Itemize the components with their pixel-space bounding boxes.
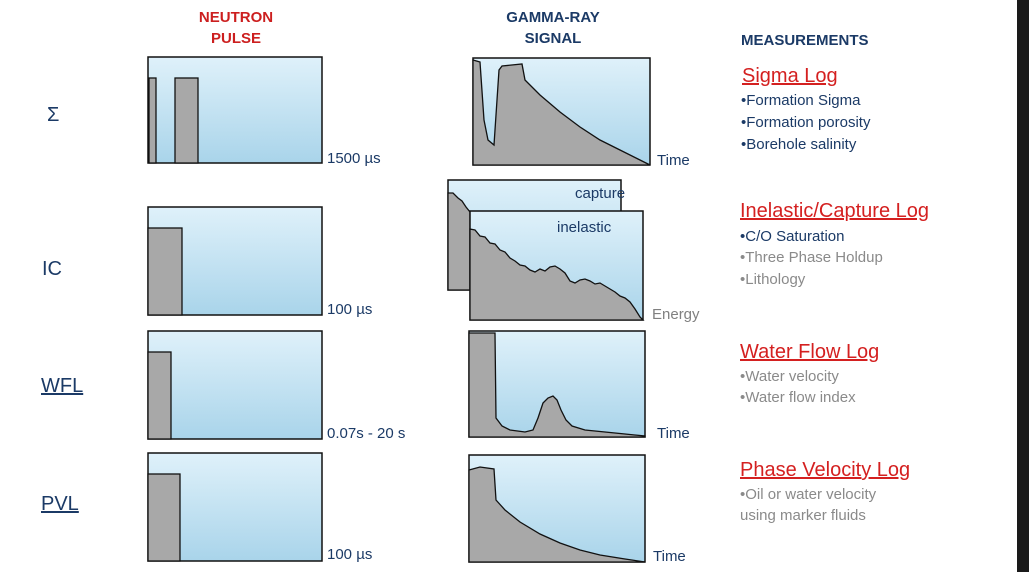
inelastic-spectrum — [469, 228, 645, 321]
measurement-item: using marker fluids — [740, 507, 866, 524]
row-label-ic: IC — [42, 258, 62, 280]
pulse-bar — [148, 77, 157, 164]
window-edge — [1017, 0, 1029, 572]
pulse-duration-wfl: 0.07s - 20 s — [327, 425, 405, 442]
signal-panel-wfl — [468, 330, 646, 438]
measurement-item: •Water velocity — [740, 368, 839, 385]
signal-axis-pvl: Time — [653, 548, 686, 565]
signal-curve — [468, 332, 646, 438]
row-label-sigma: Σ — [47, 104, 59, 126]
measurement-item: •Borehole salinity — [741, 136, 857, 153]
measurement-item: •Oil or water velocity — [740, 486, 877, 503]
neutron-header-2: PULSE — [211, 30, 261, 47]
inelastic-label: inelastic — [557, 219, 612, 236]
log-title-pvl[interactable]: Phase Velocity Log — [740, 459, 910, 481]
measurement-item: •Formation Sigma — [741, 92, 861, 109]
pulse-panel-wfl — [147, 330, 323, 440]
log-title-sigma[interactable]: Sigma Log — [742, 65, 838, 87]
gamma-header-2: SIGNAL — [525, 30, 582, 47]
log-title-wfl[interactable]: Water Flow Log — [740, 341, 879, 363]
signal-curve — [472, 59, 651, 166]
signal-curve — [468, 466, 646, 563]
pulse-duration-pvl: 100 µs — [327, 546, 372, 563]
pulse-duration-sigma: 1500 µs — [327, 150, 381, 167]
row-label-pvl[interactable]: PVL — [41, 493, 79, 515]
pulse-bar — [147, 351, 172, 440]
row-label-wfl[interactable]: WFL — [41, 375, 83, 397]
signal-axis-ic: Energy — [652, 306, 700, 323]
signal-panel-ic: capture inelastic — [447, 179, 645, 321]
capture-label: capture — [575, 185, 625, 202]
capture-spectrum — [447, 192, 471, 291]
pulse-bar — [147, 227, 183, 316]
pulse-bar — [147, 473, 181, 562]
measurement-item: •C/O Saturation — [740, 228, 844, 245]
measurements-header: MEASUREMENTS — [741, 32, 869, 49]
log-title-ic[interactable]: Inelastic/Capture Log — [740, 200, 929, 222]
measurement-item: •Lithology — [740, 271, 806, 288]
measurement-item: •Three Phase Holdup — [740, 249, 883, 266]
neutron-header-1: NEUTRON — [199, 9, 273, 26]
pulse-panel-pvl — [147, 452, 323, 562]
gamma-header-1: GAMMA-RAY — [506, 9, 600, 26]
pulse-bar — [174, 77, 199, 164]
measurement-item: •Formation porosity — [741, 114, 871, 131]
signal-axis-wfl: Time — [657, 425, 690, 442]
signal-axis-sigma: Time — [657, 152, 690, 169]
signal-panel-pvl — [468, 454, 646, 563]
signal-panel-sigma — [472, 57, 651, 166]
pulse-panel-ic — [147, 206, 323, 316]
measurement-item: •Water flow index — [740, 389, 856, 406]
pulse-panel-sigma — [147, 56, 323, 164]
pulse-duration-ic: 100 µs — [327, 301, 372, 318]
